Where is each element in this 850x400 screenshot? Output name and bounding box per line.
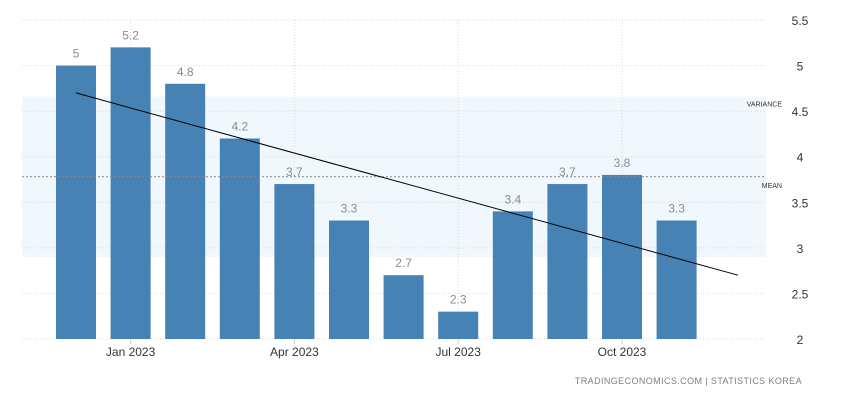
y-tick-label: 5 [797,60,804,74]
source-attribution: TRADINGECONOMICS.COM | STATISTICS KOREA [574,376,802,386]
y-tick-label: 5.5 [792,14,809,28]
y-tick-label: 4.5 [792,105,809,119]
bar-2023-08 [492,211,533,339]
value-label-2023-11: 3.3 [668,202,685,216]
y-tick-label: 2 [797,333,804,347]
mean-label: MEAN [762,183,782,190]
x-tick-label: Jan 2023 [106,345,156,359]
value-label-2023-08: 3.4 [504,192,521,206]
value-label-2023-07: 2.3 [450,293,467,307]
value-label-2023-03: 4.2 [231,119,248,133]
value-label-2023-09: 3.7 [559,165,576,179]
value-label-2023-10: 3.8 [614,156,631,170]
bar-2022-12 [56,65,96,340]
bar-2023-04 [274,184,315,339]
x-tick-label: Apr 2023 [270,345,319,359]
value-label-2022-12: 5 [73,47,80,61]
y-tick-label: 3.5 [792,196,809,210]
value-label-2023-05: 3.3 [341,202,358,216]
value-label-2023-02: 4.8 [177,65,194,79]
value-label-2023-01: 5.2 [122,28,139,42]
bar-2023-09 [547,184,588,339]
bar-2023-03 [219,138,260,339]
bar-2023-11 [656,220,697,339]
x-tick-label: Jul 2023 [436,345,482,359]
value-label-2023-06: 2.7 [395,256,412,270]
bar-2023-07 [438,311,479,339]
trend-line [75,92,739,276]
y-tick-label: 3 [797,242,804,256]
y-tick-label: 2.5 [792,287,809,301]
bar-2023-02 [165,83,206,339]
bar-2023-10 [602,174,642,339]
bar-2023-01 [110,47,151,339]
bar-2023-05 [329,220,369,339]
y-tick-label: 4 [797,151,804,165]
bar-2023-06 [383,275,424,339]
x-tick-label: Oct 2023 [598,345,647,359]
variance-label: VARIANCE [747,102,783,109]
value-label-2023-04: 3.7 [286,165,303,179]
